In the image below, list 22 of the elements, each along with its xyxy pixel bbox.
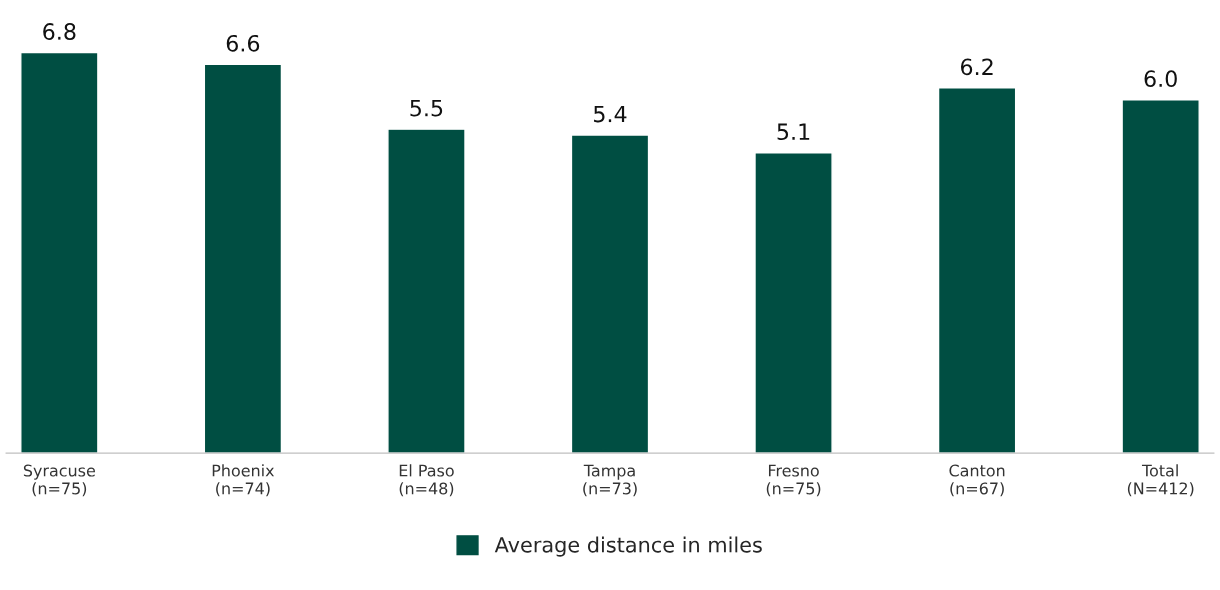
x-tick-label: Canton (n=67) [949, 464, 1005, 497]
data-label: 6.8 [43, 23, 76, 40]
data-label: 5.4 [594, 105, 627, 123]
bar [937, 87, 1017, 454]
legend-label: Average distance in miles [494, 536, 762, 557]
bar [387, 128, 466, 454]
x-tick-label: Phoenix (n=74) [212, 464, 275, 497]
x-tick-label: Tampa (n=73) [583, 464, 637, 497]
data-label: 5.5 [410, 99, 443, 117]
data-label: 6.0 [1144, 70, 1177, 88]
bar [754, 152, 833, 454]
bar [1121, 98, 1200, 454]
data-label: 5.1 [777, 123, 810, 141]
x-tick-label: Fresno (n=75) [766, 464, 821, 497]
data-label: 6.2 [960, 58, 993, 76]
x-tick-label: El Paso (n=48) [399, 464, 454, 497]
bar [203, 63, 283, 454]
bar [570, 134, 650, 454]
data-label: 6.6 [226, 34, 260, 52]
bar [20, 51, 99, 454]
x-tick-label: Syracuse (n=75) [23, 464, 95, 497]
x-tick-label: Total (N=412) [1127, 464, 1194, 497]
